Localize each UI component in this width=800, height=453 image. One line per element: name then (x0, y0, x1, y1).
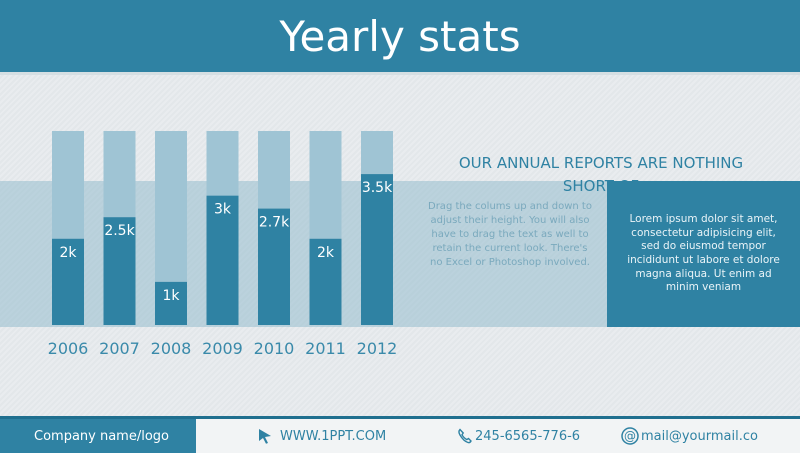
data-label-2012: 3.5k (362, 180, 393, 196)
bar-chart: 2k 2006 2.5k 2007 1k 2008 3k 2009 2.7k 2010 2k 2011… (48, 131, 398, 358)
bar-2012[interactable] (361, 174, 393, 325)
footer-contacts: WWW.1PPT.COM 245-6565-776-6 @ mail@yourm… (196, 419, 800, 453)
bar-2006[interactable] (52, 238, 84, 325)
year-label-2010: 2010 (254, 339, 295, 358)
phone-icon (456, 427, 474, 445)
footer: Company name/logo WWW.1PPT.COM 245-6565-… (0, 416, 800, 453)
year-label-2011: 2011 (305, 339, 346, 358)
data-label-2011: 2k (317, 245, 335, 261)
company-logo[interactable]: Company name/logo (34, 428, 169, 444)
phone-contact[interactable]: 245-6565-776-6 (456, 419, 580, 453)
email-contact[interactable]: @ mail@yourmail.co (621, 419, 758, 453)
bar-2011[interactable] (309, 238, 342, 325)
page-title: Yearly stats (0, 0, 800, 72)
cursor-icon (256, 427, 274, 445)
year-label-2006: 2006 (48, 339, 89, 358)
bar-2010[interactable] (258, 208, 290, 325)
year-label-2007: 2007 (99, 339, 140, 358)
reports-heading-line-1: OUR ANNUAL REPORTS ARE NOTHING (458, 154, 744, 172)
data-label-2007: 2.5k (104, 223, 135, 239)
year-label-2008: 2008 (151, 339, 192, 358)
svg-text:@: @ (624, 429, 636, 443)
data-label-2010: 2.7k (259, 215, 290, 231)
website-link[interactable]: WWW.1PPT.COM (256, 419, 386, 453)
bar-2008[interactable] (155, 281, 187, 325)
highlight-band (0, 181, 610, 327)
header-divider (0, 72, 800, 75)
year-label-2009: 2009 (202, 339, 243, 358)
data-label-2006: 2k (59, 245, 77, 261)
email-text: mail@yourmail.co (641, 428, 758, 444)
phone-text: 245-6565-776-6 (475, 428, 581, 444)
at-sign-icon: @ (621, 427, 639, 445)
data-label-2009: 3k (214, 202, 232, 218)
instructions-text: Drag the colums up and down to adjust th… (428, 201, 592, 268)
data-label-2008: 1k (162, 288, 180, 304)
bar-2007[interactable] (103, 217, 136, 325)
bar-2009[interactable] (206, 195, 239, 325)
website-text: WWW.1PPT.COM (280, 428, 387, 444)
year-label-2012: 2012 (357, 339, 398, 358)
info-box-text: Lorem ipsum dolor sit amet, consectetur … (627, 213, 780, 294)
info-box: Lorem ipsum dolor sit amet, consectetur … (607, 181, 800, 327)
